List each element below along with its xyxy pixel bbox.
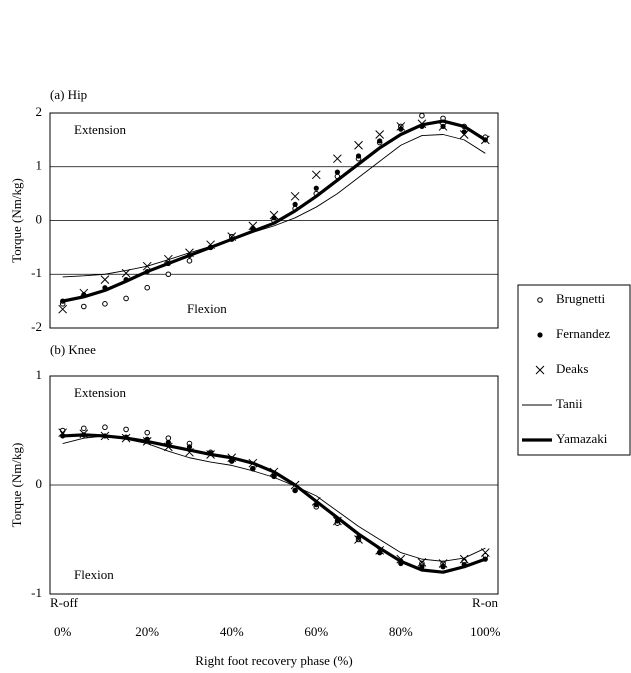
- annotation: Flexion: [187, 301, 227, 316]
- marker: [81, 303, 87, 310]
- marker: [102, 424, 108, 431]
- marker: [102, 301, 108, 307]
- marker: [186, 258, 193, 264]
- annotation: Extension: [74, 122, 126, 137]
- marker: [123, 295, 129, 302]
- marker: [334, 169, 340, 175]
- marker: [165, 435, 172, 441]
- x-tick-label: 60%: [304, 624, 328, 639]
- x-tick-label: 0%: [54, 624, 72, 639]
- marker: [419, 112, 425, 119]
- marker: [165, 271, 172, 278]
- marker: [537, 297, 543, 303]
- marker: [144, 284, 151, 291]
- marker: [377, 138, 383, 144]
- marker: [461, 129, 467, 135]
- marker: [271, 215, 277, 221]
- y-tick-label: -1: [31, 585, 42, 600]
- marker: [311, 170, 321, 180]
- marker: [290, 191, 300, 201]
- marker: [81, 425, 87, 432]
- y-tick-label: 2: [36, 104, 43, 119]
- legend-box: [517, 284, 631, 456]
- y-tick-label: 1: [36, 367, 43, 382]
- annotation: R-on: [472, 595, 499, 610]
- marker: [438, 122, 448, 131]
- y-tick-label: 1: [36, 158, 43, 173]
- line: [62, 134, 486, 278]
- marker: [396, 122, 406, 131]
- y-tick-label: 0: [36, 211, 43, 226]
- panel-title: (a) Hip: [50, 87, 87, 102]
- marker: [100, 275, 110, 284]
- x-tick-label: 80%: [389, 624, 413, 639]
- y-tick-label: -2: [31, 319, 42, 334]
- legend-label: Fernandez: [556, 326, 610, 341]
- marker: [250, 466, 256, 472]
- marker: [535, 365, 545, 375]
- marker: [375, 130, 385, 139]
- marker: [354, 140, 363, 150]
- x-axis-label: Right foot recovery phase (%): [195, 653, 352, 668]
- annotation: Flexion: [74, 567, 114, 582]
- marker: [355, 153, 362, 159]
- legend-label: Deaks: [556, 361, 589, 376]
- legend-label: Tanii: [556, 396, 583, 411]
- marker: [459, 130, 469, 139]
- annotation: R-off: [50, 595, 79, 610]
- line: [62, 119, 487, 303]
- marker: [292, 487, 298, 494]
- y-axis-label: Torque (Nm/kg): [9, 178, 24, 263]
- legend-label: Yamazaki: [556, 431, 608, 446]
- marker: [186, 444, 193, 450]
- marker: [537, 332, 543, 338]
- annotation: Extension: [74, 385, 126, 400]
- marker: [58, 304, 68, 314]
- panel-title: (b) Knee: [50, 342, 96, 357]
- y-axis-label: Torque (Nm/kg): [9, 443, 24, 528]
- x-tick-label: 100%: [470, 624, 501, 639]
- marker: [123, 426, 129, 433]
- y-tick-label: -1: [31, 265, 42, 280]
- marker: [333, 154, 342, 164]
- marker: [269, 210, 279, 220]
- line: [62, 433, 486, 574]
- stick-figures: [45, 12, 498, 74]
- x-tick-label: 20%: [135, 624, 159, 639]
- marker: [292, 201, 298, 207]
- line: [62, 435, 486, 562]
- y-tick-label: 0: [36, 476, 43, 491]
- x-tick-label: 40%: [220, 624, 244, 639]
- marker: [165, 439, 171, 446]
- marker: [398, 126, 404, 132]
- legend-label: Brugnetti: [556, 291, 605, 306]
- marker: [144, 429, 151, 436]
- marker: [313, 185, 319, 191]
